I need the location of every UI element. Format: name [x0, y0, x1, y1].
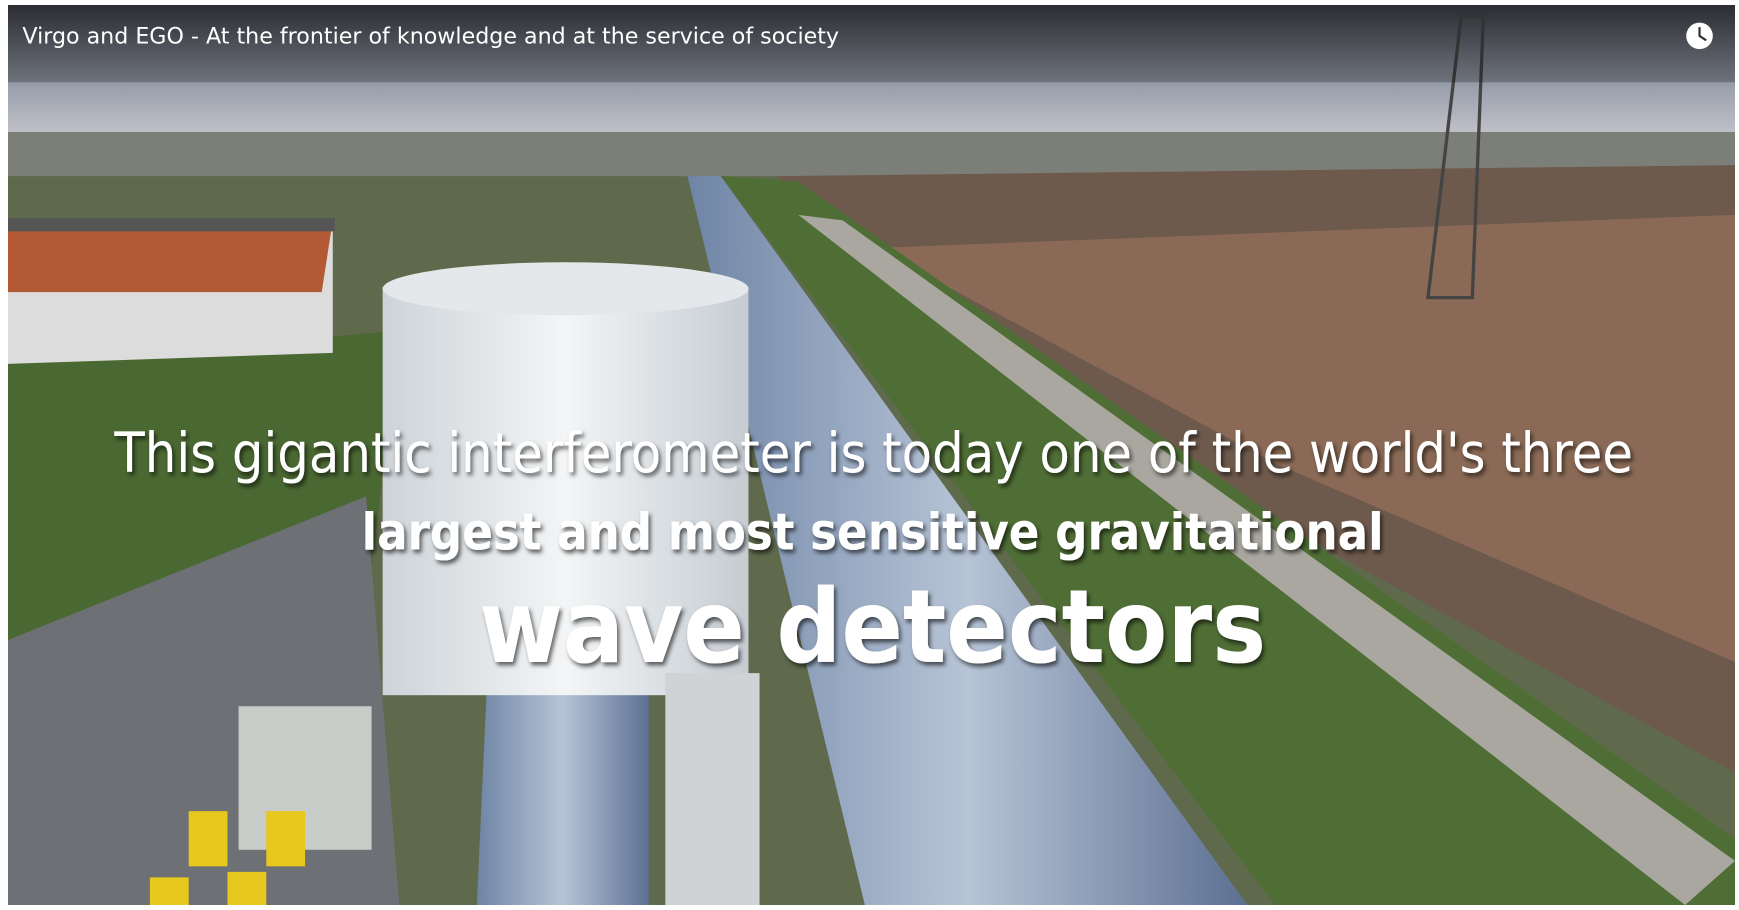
- video-title[interactable]: Virgo and EGO - At the frontier of knowl…: [22, 24, 839, 50]
- video-player[interactable]: Virgo and EGO - At the frontier of knowl…: [8, 5, 1735, 905]
- watch-later-icon[interactable]: [1686, 23, 1713, 50]
- caption-line: wave detectors: [479, 569, 1266, 687]
- caption-line: This gigantic interferometer is today on…: [114, 422, 1634, 486]
- video-frame: Virgo and EGO - At the frontier of knowl…: [8, 5, 1735, 905]
- caption-line: largest and most sensitive gravitational: [362, 504, 1384, 563]
- page: Virgo and EGO - At the frontier of knowl…: [0, 0, 1739, 910]
